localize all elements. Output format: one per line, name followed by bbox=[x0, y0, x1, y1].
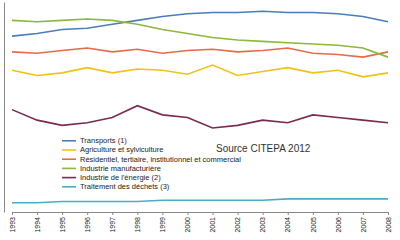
x-tick-label: 2007 bbox=[360, 217, 367, 233]
x-tick-label: 2006 bbox=[335, 217, 342, 233]
series-line bbox=[12, 106, 388, 128]
x-tick: 2005 bbox=[310, 212, 317, 233]
legend-swatch bbox=[62, 186, 76, 188]
x-tick-mark bbox=[288, 212, 289, 215]
legend-swatch bbox=[62, 158, 76, 160]
x-tick-mark bbox=[213, 212, 214, 215]
legend: Transports (1)Agriculture et sylvicultur… bbox=[62, 136, 241, 191]
y-axis bbox=[4, 3, 5, 213]
x-tick-mark bbox=[137, 212, 138, 215]
x-tick: 1996 bbox=[84, 212, 91, 233]
x-tick: 2003 bbox=[259, 212, 266, 233]
x-tick-mark bbox=[187, 212, 188, 215]
x-tick-label: 1995 bbox=[59, 217, 66, 233]
legend-swatch bbox=[62, 140, 76, 142]
x-tick-mark bbox=[238, 212, 239, 215]
x-tick: 2000 bbox=[184, 212, 191, 233]
x-tick: 2002 bbox=[234, 212, 241, 233]
x-tick-mark bbox=[112, 212, 113, 215]
legend-label: Industrie manufacturière bbox=[80, 164, 161, 173]
chart: 1993 1994 1995 1996 1997 1998 1999 2000 2001 2002… bbox=[0, 0, 400, 240]
series-line bbox=[12, 48, 388, 57]
plot: 1993 1994 1995 1996 1997 1998 1999 2000 2001 2002… bbox=[5, 3, 392, 233]
x-tick-mark bbox=[12, 212, 13, 215]
x-tick-label: 2002 bbox=[234, 217, 241, 233]
x-tick-label: 2008 bbox=[385, 217, 392, 233]
lines bbox=[12, 11, 388, 203]
y-axis-line bbox=[4, 3, 5, 213]
legend-swatch bbox=[62, 149, 76, 151]
x-tick: 1998 bbox=[134, 212, 141, 233]
series-line bbox=[12, 11, 388, 36]
x-tick: 1993 bbox=[9, 212, 16, 233]
series-line bbox=[12, 199, 388, 203]
x-tick-label: 1997 bbox=[109, 217, 116, 233]
x-tick: 2006 bbox=[335, 212, 342, 233]
x-tick-label: 2005 bbox=[310, 217, 317, 233]
x-tick: 2008 bbox=[385, 212, 392, 233]
x-tick-mark bbox=[62, 212, 63, 215]
x-tick-mark bbox=[263, 212, 264, 215]
legend-swatch bbox=[62, 177, 76, 179]
x-tick-mark bbox=[363, 212, 364, 215]
x-tick-label: 1993 bbox=[9, 217, 16, 233]
x-tick: 1995 bbox=[59, 212, 66, 233]
x-tick-mark bbox=[388, 212, 389, 215]
x-tick-label: 2001 bbox=[209, 217, 216, 233]
legend-label: Transports (1) bbox=[80, 136, 127, 145]
x-tick-mark bbox=[338, 212, 339, 215]
legend-label: Agriculture et sylviculture bbox=[80, 145, 163, 154]
x-tick-mark bbox=[313, 212, 314, 215]
x-tick: 2001 bbox=[209, 212, 216, 233]
x-axis-line bbox=[13, 212, 389, 213]
series-line bbox=[12, 65, 388, 77]
x-tick-label: 2004 bbox=[284, 217, 291, 233]
x-tick-label: 1996 bbox=[84, 217, 91, 233]
x-tick-mark bbox=[162, 212, 163, 215]
x-tick-label: 2000 bbox=[184, 217, 191, 233]
legend-swatch bbox=[62, 168, 76, 170]
x-tick-label: 1994 bbox=[34, 217, 41, 233]
x-tick-label: 1999 bbox=[159, 217, 166, 233]
x-tick: 1997 bbox=[109, 212, 116, 233]
x-tick: 2004 bbox=[284, 212, 291, 233]
x-tick-mark bbox=[37, 212, 38, 215]
legend-entry: Résidentiel, tertiaire, institutionnel e… bbox=[62, 155, 241, 164]
legend-entry: Transports (1) bbox=[62, 136, 127, 145]
legend-entry: Traitement des déchets (3) bbox=[62, 182, 170, 191]
x-axis: 1993 1994 1995 1996 1997 1998 1999 2000 2001 2002… bbox=[9, 212, 392, 233]
x-tick: 1999 bbox=[159, 212, 166, 233]
x-tick: 1994 bbox=[34, 212, 41, 233]
legend-label: Traitement des déchets (3) bbox=[80, 182, 170, 191]
source-note: Source CITEPA 2012 bbox=[216, 143, 311, 154]
x-tick-label: 2003 bbox=[259, 217, 266, 233]
x-tick-label: 1998 bbox=[134, 217, 141, 233]
x-tick: 2007 bbox=[360, 212, 367, 233]
legend-entry: Industrie de l'énergie (2) bbox=[62, 173, 161, 182]
series-line bbox=[12, 19, 388, 57]
legend-entry: Agriculture et sylviculture bbox=[62, 145, 163, 154]
legend-label: Résidentiel, tertiaire, institutionnel e… bbox=[80, 155, 241, 164]
legend-entry: Industrie manufacturière bbox=[62, 164, 161, 173]
legend-label: Industrie de l'énergie (2) bbox=[80, 173, 161, 182]
x-tick-mark bbox=[87, 212, 88, 215]
